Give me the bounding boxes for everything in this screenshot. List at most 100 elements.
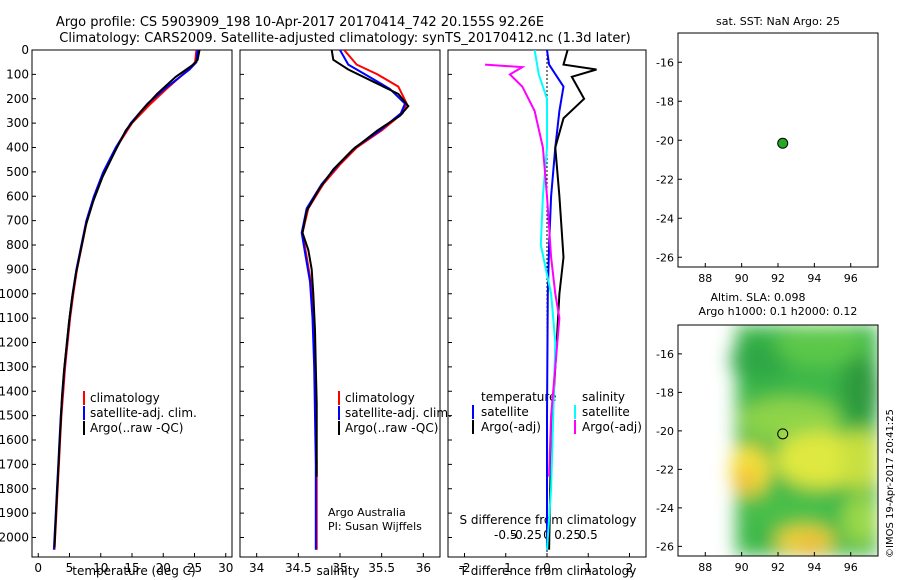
header-line2: Climatology: CARS2009. Satellite-adjuste… bbox=[59, 31, 631, 46]
x-tick-label: 36 bbox=[416, 561, 431, 575]
argo-australia-label: Argo Australia bbox=[328, 506, 406, 519]
difference-line-s-satellite bbox=[533, 50, 557, 550]
sst-map-x-tick-label: 96 bbox=[844, 272, 858, 285]
header-line1: Argo profile: CS 5903909_198 10-Apr-2017… bbox=[56, 15, 544, 30]
sla-map-y-tick-label: -24 bbox=[656, 502, 674, 515]
y-tick-label: 1700 bbox=[0, 457, 29, 471]
y-tick-label: 1900 bbox=[0, 506, 29, 520]
y-tick-label: 0 bbox=[21, 43, 29, 57]
legend-s-argo-label: Argo(-adj) bbox=[582, 420, 642, 434]
temperature-panel-frame bbox=[31, 49, 233, 558]
y-tick-label: 700 bbox=[6, 214, 29, 228]
sla-title-line2: Argo h1000: 0.1 h2000: 0.12 bbox=[699, 305, 858, 318]
legend-s-satellite-label: satellite bbox=[582, 405, 630, 419]
argo-location-marker bbox=[777, 137, 789, 149]
sst-map-y-tick-label: -26 bbox=[656, 251, 674, 264]
legend-salinity-title: salinity bbox=[582, 390, 625, 404]
sla-heatmap bbox=[678, 325, 878, 556]
s-diff-tick-label: -0.5 bbox=[494, 528, 517, 542]
legend-t-satellite-label: satellite bbox=[481, 405, 529, 419]
temperature-legend: climatology satellite-adj. clim. Argo(..… bbox=[83, 391, 197, 435]
x-tick-label: 0 bbox=[543, 561, 551, 575]
pi-label: PI: Susan Wijffels bbox=[328, 520, 422, 533]
s-diff-tick-label: 0.5 bbox=[579, 528, 598, 542]
x-tick-label: 35 bbox=[332, 561, 347, 575]
sla-map-y-tick-label: -16 bbox=[656, 348, 674, 361]
sla-map-x-tick-label: 94 bbox=[807, 561, 821, 574]
legend-temperature-title: temperature bbox=[481, 390, 556, 404]
legend-satellite-label: satellite-adj. clim. bbox=[90, 406, 197, 420]
argo-location-marker bbox=[777, 428, 789, 440]
sla-map-y-tick-label: -26 bbox=[656, 540, 674, 553]
legend-t-argo-label: Argo(-adj) bbox=[481, 420, 541, 434]
sst-map-title: sat. SST: NaN Argo: 25 bbox=[716, 15, 840, 28]
salinity-legend: climatology satellite-adj. clim. Argo(..… bbox=[328, 391, 452, 533]
x-tick-label: 15 bbox=[124, 561, 139, 575]
salinity-line-climatology bbox=[301, 50, 408, 550]
x-tick-label: 35.5 bbox=[368, 561, 395, 575]
temperature-line-argo bbox=[53, 50, 201, 548]
sla-title-line1: Altim. SLA: 0.098 bbox=[710, 291, 805, 304]
imos-credit: ©IMOS 19-Apr-2017 20:41:25 bbox=[885, 409, 896, 558]
sst-map-frame bbox=[677, 32, 879, 268]
difference-line-t-satellite bbox=[546, 50, 565, 550]
x-tick-label: 20 bbox=[156, 561, 171, 575]
y-tick-label: 300 bbox=[6, 116, 29, 130]
sst-map-y-tick-label: -18 bbox=[656, 95, 674, 108]
x-tick-label: 1 bbox=[584, 561, 592, 575]
salinity-line-argo bbox=[301, 50, 410, 477]
difference-line-s-argo bbox=[485, 63, 561, 477]
y-tick-label: 2000 bbox=[0, 531, 29, 545]
x-tick-label: -2 bbox=[459, 561, 471, 575]
s-diff-tick-label: -0.25 bbox=[511, 528, 542, 542]
x-tick-label: 30 bbox=[218, 561, 233, 575]
y-tick-label: 800 bbox=[6, 238, 29, 252]
temperature-line-satellite bbox=[52, 50, 199, 550]
y-tick-label: 400 bbox=[6, 141, 29, 155]
sst-map-x-tick-label: 90 bbox=[735, 272, 749, 285]
sst-map-y-tick-label: -24 bbox=[656, 212, 674, 225]
x-tick-label: 5 bbox=[66, 561, 74, 575]
legend-argo-label: Argo(..raw -QC) bbox=[90, 421, 183, 435]
legend-argo-label: Argo(..raw -QC) bbox=[345, 421, 438, 435]
y-tick-label: 1800 bbox=[0, 482, 29, 496]
temperature-series bbox=[52, 50, 201, 550]
sla-map-x-tick-label: 92 bbox=[771, 561, 785, 574]
sla-map-y-tick-label: -22 bbox=[656, 463, 674, 476]
legend-climatology-label: climatology bbox=[90, 391, 160, 405]
difference-series bbox=[485, 50, 597, 557]
sst-map-y-tick-label: -16 bbox=[656, 56, 674, 69]
x-tick-label: 0 bbox=[34, 561, 42, 575]
sst-map-x-tick-label: 88 bbox=[698, 272, 712, 285]
x-tick-label: 34 bbox=[249, 561, 264, 575]
s-diff-tick-label: 0.25 bbox=[554, 528, 581, 542]
x-tick-label: 2 bbox=[626, 561, 634, 575]
x-tick-label: 10 bbox=[93, 561, 108, 575]
temperature-line-climatology bbox=[53, 50, 198, 550]
y-tick-label: 600 bbox=[6, 189, 29, 203]
sla-map-x-tick-label: 88 bbox=[698, 561, 712, 574]
y-tick-label: 1400 bbox=[0, 384, 29, 398]
legend-climatology-label: climatology bbox=[345, 391, 415, 405]
y-tick-label: 1500 bbox=[0, 409, 29, 423]
y-tick-label: 1200 bbox=[0, 336, 29, 350]
sla-map-x-tick-label: 90 bbox=[735, 561, 749, 574]
sla-map-y-tick-label: -18 bbox=[656, 386, 674, 399]
sst-map-y-tick-label: -20 bbox=[656, 134, 674, 147]
y-tick-label: 1100 bbox=[0, 311, 29, 325]
sst-map-y-tick-label: -22 bbox=[656, 173, 674, 186]
x-tick-label: -1 bbox=[500, 561, 512, 575]
sst-map-x-tick-label: 94 bbox=[807, 272, 821, 285]
x-tick-label: 25 bbox=[187, 561, 202, 575]
y-tick-label: 100 bbox=[6, 67, 29, 81]
y-tick-label: 500 bbox=[6, 165, 29, 179]
sla-map-y-tick-label: -20 bbox=[656, 425, 674, 438]
salinity-panel-frame bbox=[239, 49, 441, 558]
sst-map-x-tick-label: 92 bbox=[771, 272, 785, 285]
y-tick-label: 1000 bbox=[0, 287, 29, 301]
legend-satellite-label: satellite-adj. clim. bbox=[345, 406, 452, 420]
y-tick-label: 200 bbox=[6, 92, 29, 106]
y-tick-label: 900 bbox=[6, 262, 29, 276]
y-tick-label: 1600 bbox=[0, 433, 29, 447]
